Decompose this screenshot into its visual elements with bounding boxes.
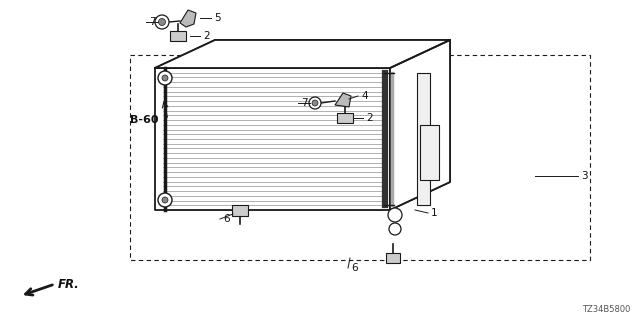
Bar: [386, 253, 400, 263]
Bar: [417, 73, 430, 205]
Polygon shape: [390, 40, 450, 210]
Text: 1: 1: [431, 208, 438, 218]
Circle shape: [309, 97, 321, 109]
Text: 6: 6: [223, 214, 230, 224]
Text: FR.: FR.: [58, 278, 80, 292]
Bar: [232, 205, 248, 216]
Circle shape: [159, 19, 166, 26]
Text: 2: 2: [203, 31, 210, 41]
Text: 6: 6: [351, 263, 358, 273]
Text: TZ34B5800: TZ34B5800: [582, 305, 630, 314]
Text: 2: 2: [366, 113, 372, 123]
Text: 3: 3: [581, 171, 588, 181]
Polygon shape: [155, 40, 450, 68]
Bar: [170, 31, 186, 41]
Bar: [420, 125, 439, 180]
Circle shape: [162, 75, 168, 81]
Text: 7: 7: [301, 98, 308, 108]
Circle shape: [388, 208, 402, 222]
Text: 4: 4: [361, 91, 367, 101]
Circle shape: [155, 15, 169, 29]
Text: 7: 7: [149, 17, 156, 27]
Circle shape: [158, 193, 172, 207]
Text: 5: 5: [214, 13, 221, 23]
Polygon shape: [180, 10, 196, 27]
Bar: [337, 113, 353, 123]
Polygon shape: [335, 93, 351, 107]
Circle shape: [162, 197, 168, 203]
Circle shape: [389, 223, 401, 235]
Circle shape: [158, 71, 172, 85]
Circle shape: [312, 100, 318, 106]
Text: B-60: B-60: [130, 115, 159, 125]
